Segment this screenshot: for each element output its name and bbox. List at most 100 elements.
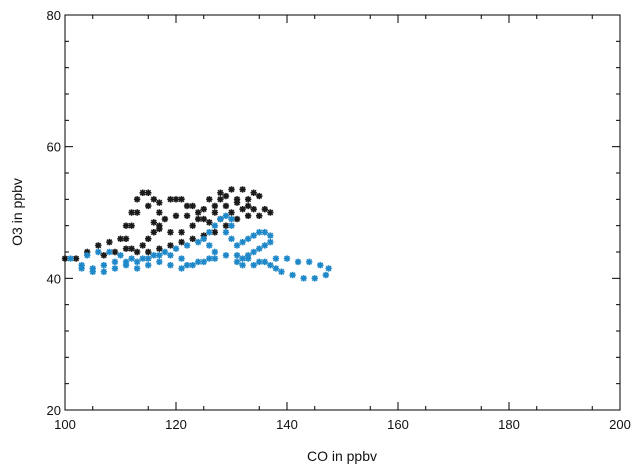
- data-point: [122, 235, 130, 243]
- data-point: [267, 238, 274, 246]
- data-point: [167, 242, 174, 249]
- data-point: [206, 242, 213, 249]
- plot-frame: [64, 14, 621, 411]
- data-point: [289, 271, 296, 279]
- data-point: [145, 202, 152, 210]
- y-axis-title: O3 in ppbv: [9, 178, 25, 246]
- data-point: [294, 258, 302, 266]
- data-point: [111, 265, 119, 272]
- data-point: [200, 258, 207, 266]
- y-tick-label: 80: [47, 8, 61, 23]
- data-point: [217, 189, 224, 196]
- data-point: [244, 202, 252, 210]
- data-point: [100, 261, 108, 269]
- data-point: [244, 235, 252, 243]
- data-point: [322, 271, 330, 279]
- data-point: [167, 196, 174, 203]
- data-point: [117, 235, 124, 243]
- data-point: [95, 248, 102, 256]
- x-tick-label: 200: [609, 417, 631, 432]
- data-point: [106, 238, 113, 246]
- data-point: [222, 212, 230, 219]
- data-point: [145, 235, 152, 243]
- data-point: [156, 245, 163, 252]
- data-point: [261, 229, 268, 236]
- data-point: [228, 186, 235, 193]
- data-point: [211, 255, 219, 262]
- data-point: [256, 192, 263, 200]
- data-point: [206, 229, 213, 236]
- data-point: [145, 261, 152, 269]
- x-axis-title: CO in ppbv: [307, 448, 377, 464]
- data-point: [128, 209, 135, 216]
- data-point: [244, 255, 252, 262]
- data-point: [233, 196, 241, 203]
- x-tick-label: 140: [276, 417, 298, 432]
- data-point: [239, 186, 246, 193]
- data-point: [178, 238, 185, 246]
- data-point: [233, 252, 241, 259]
- data-point: [183, 202, 191, 210]
- data-point: [222, 229, 230, 236]
- data-point: [233, 242, 241, 249]
- data-point: [239, 261, 246, 269]
- data-point: [195, 238, 202, 246]
- data-point: [283, 255, 291, 262]
- data-point: [150, 219, 157, 226]
- data-point: [228, 222, 235, 229]
- data-point: [145, 189, 152, 196]
- data-point: [222, 252, 230, 259]
- data-point: [156, 252, 163, 259]
- data-point: [84, 248, 91, 256]
- data-point: [172, 196, 180, 203]
- data-point: [195, 258, 202, 266]
- data-point: [156, 225, 163, 233]
- data-point: [172, 212, 180, 219]
- data-point: [133, 265, 141, 272]
- data-point: [222, 202, 230, 210]
- data-point: [145, 248, 152, 256]
- data-point: [211, 229, 219, 236]
- data-point: [206, 219, 213, 226]
- data-point: [250, 206, 257, 213]
- data-point: [133, 196, 141, 203]
- x-tick-label: 100: [54, 417, 76, 432]
- data-point: [239, 255, 246, 262]
- data-point: [261, 242, 268, 249]
- data-point: [267, 261, 274, 269]
- data-point: [222, 222, 230, 229]
- data-point: [317, 261, 324, 269]
- data-point: [250, 261, 257, 269]
- y-tick-label: 60: [47, 140, 61, 155]
- data-point: [128, 222, 135, 229]
- data-point: [183, 212, 191, 219]
- data-point: [267, 209, 274, 216]
- data-point: [178, 196, 185, 203]
- data-point: [117, 252, 124, 259]
- data-point: [206, 255, 213, 262]
- x-tick-label: 160: [387, 417, 409, 432]
- data-point: [311, 275, 318, 282]
- data-point: [250, 232, 257, 239]
- data-point: [189, 261, 196, 269]
- data-point: [156, 209, 163, 216]
- data-point: [89, 265, 96, 272]
- data-point: [250, 189, 257, 196]
- data-point: [189, 202, 196, 210]
- data-point: [256, 212, 263, 219]
- data-point: [200, 206, 207, 213]
- series-1: [67, 212, 332, 282]
- data-point: [211, 202, 219, 210]
- data-point: [195, 209, 202, 216]
- data-point: [178, 255, 185, 262]
- data-point: [161, 215, 169, 223]
- data-point: [122, 245, 130, 252]
- data-point: [133, 258, 141, 266]
- data-point: [167, 261, 174, 269]
- data-point: [150, 196, 157, 203]
- data-point: [200, 235, 207, 243]
- data-point: [244, 252, 252, 259]
- data-point: [239, 238, 246, 246]
